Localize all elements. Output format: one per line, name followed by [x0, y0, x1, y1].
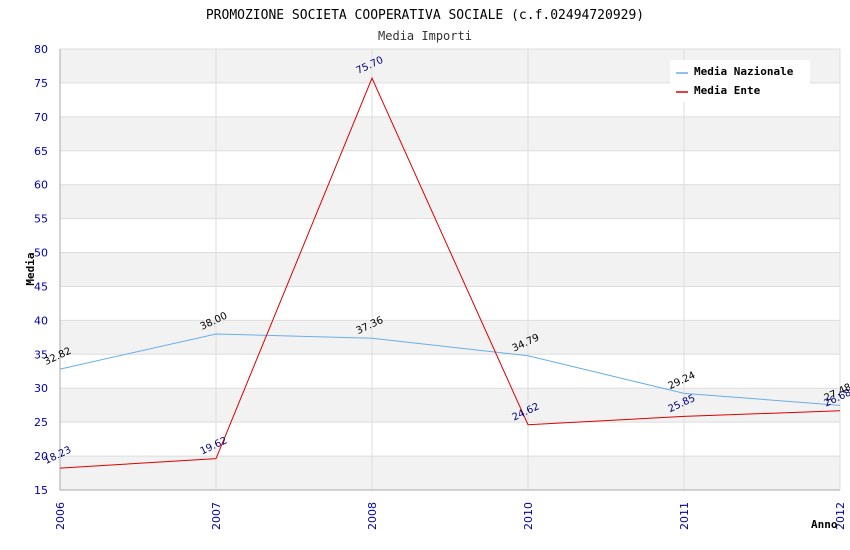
series-lines — [59, 76, 841, 469]
series-line-media-ente — [59, 76, 841, 469]
y-tick-label: 70 — [34, 111, 48, 124]
y-tick-label: 45 — [34, 280, 48, 293]
y-tick-label: 15 — [34, 484, 48, 497]
y-tick-label: 75 — [34, 77, 48, 90]
legend: Media Nazionale Media Ente — [670, 60, 810, 102]
y-tick-label: 30 — [34, 382, 48, 395]
legend-label-media-nazionale: Media Nazionale — [694, 65, 794, 78]
x-tick-label: 2010 — [522, 502, 535, 530]
grid-band — [60, 456, 840, 490]
y-tick-label: 55 — [34, 213, 48, 226]
grid-band — [60, 184, 840, 219]
chart-subtitle: Media Importi — [378, 29, 472, 43]
legend-label-media-ente: Media Ente — [694, 84, 761, 97]
x-tick-label: 2008 — [366, 502, 379, 530]
y-tick-label: 40 — [34, 314, 48, 327]
grid-band — [60, 388, 840, 423]
axes — [59, 49, 840, 491]
legend-box — [670, 60, 810, 102]
y-tick-label: 25 — [34, 416, 48, 429]
x-tick-label: 2012 — [834, 502, 847, 530]
y-tick-label: 60 — [34, 179, 48, 192]
y-tick-label: 50 — [34, 247, 48, 260]
y-tick-labels: 15 20 25 30 35 40 45 50 55 60 65 70 75 80 — [34, 43, 48, 497]
chart-title: PROMOZIONE SOCIETA COOPERATIVA SOCIALE (… — [206, 8, 644, 23]
grid-band — [60, 116, 840, 151]
y-tick-label: 80 — [34, 43, 48, 56]
x-tick-label: 2011 — [678, 502, 691, 530]
grid-bands — [60, 49, 840, 490]
data-label-media-ente: 19.62 — [199, 435, 230, 457]
grid-band — [60, 320, 840, 355]
x-tick-label: 2006 — [54, 502, 67, 530]
y-tick-label: 65 — [34, 145, 48, 158]
grid-band — [60, 252, 840, 287]
x-axis-title: Anno — [811, 518, 838, 531]
y-tick-label: 35 — [34, 348, 48, 361]
x-tick-label: 2007 — [210, 502, 223, 530]
y-axis-title: Media — [24, 252, 37, 285]
y-tick-label: 20 — [34, 450, 48, 463]
series-line-media-nazionale — [59, 333, 841, 406]
x-tick-labels: 2006 2007 2008 2010 2011 2012 — [54, 502, 847, 530]
